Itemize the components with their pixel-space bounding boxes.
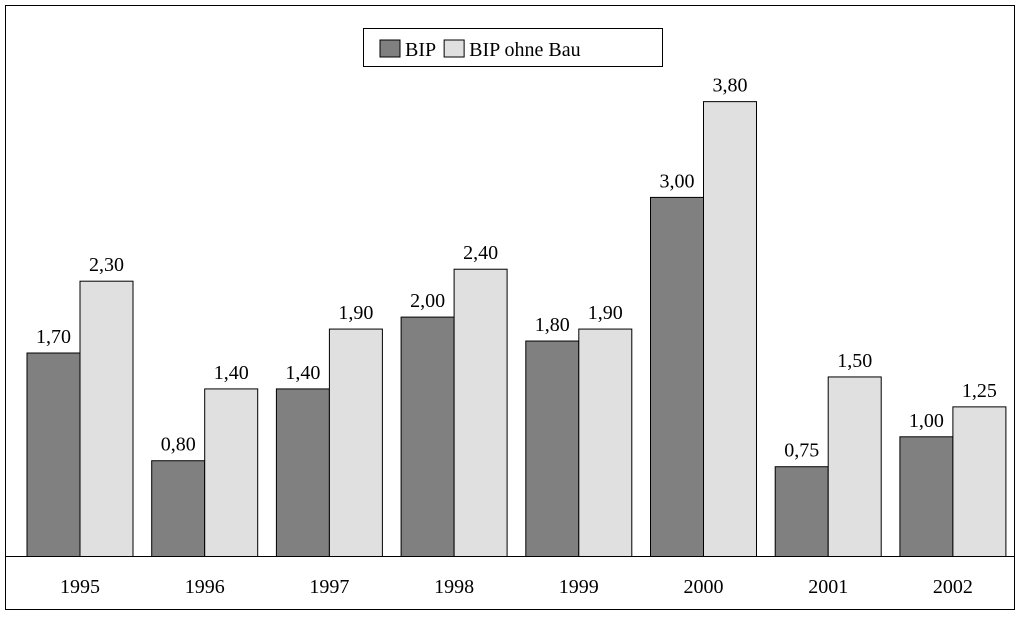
legend-box: [363, 28, 663, 67]
value-label: 3,00: [660, 170, 695, 192]
value-label: 1,25: [962, 380, 997, 402]
legend-label: BIP ohne Bau: [469, 39, 580, 61]
value-label: 3,80: [713, 75, 748, 97]
bar: [79, 280, 134, 557]
bar: [26, 352, 81, 558]
value-label: 1,00: [909, 410, 944, 432]
value-label: 2,00: [410, 290, 445, 312]
value-label: 1,90: [588, 302, 623, 324]
bar: [400, 316, 455, 557]
bar: [204, 388, 259, 558]
bar: [453, 268, 508, 557]
value-label: 1,80: [535, 314, 570, 336]
x-tick-label: 2000: [684, 576, 724, 598]
bar: [827, 376, 882, 558]
x-tick-label: 1998: [434, 576, 474, 598]
value-label: 0,75: [784, 440, 819, 462]
value-label: 1,50: [837, 350, 872, 372]
value-label: 1,90: [338, 302, 373, 324]
x-tick-label: 2002: [933, 576, 973, 598]
bar: [703, 101, 757, 557]
value-label: 1,40: [285, 362, 320, 384]
value-label: 0,80: [161, 434, 196, 456]
bar: [525, 340, 580, 558]
bar: [650, 196, 704, 557]
value-label: 2,40: [463, 242, 498, 264]
bar: [275, 388, 330, 558]
value-label: 1,70: [36, 326, 71, 348]
bar: [578, 328, 633, 557]
value-label: 2,30: [89, 254, 124, 276]
bar: [328, 328, 383, 557]
bar: [899, 436, 954, 557]
bar: [774, 466, 829, 558]
x-tick-label: 1997: [309, 576, 349, 598]
legend-swatch: [443, 39, 465, 58]
legend-swatch: [379, 39, 401, 58]
x-tick-label: 1995: [60, 576, 100, 598]
legend-label: BIP: [405, 39, 436, 61]
bar: [952, 406, 1007, 557]
bar: [151, 460, 206, 557]
x-tick-label: 1996: [185, 576, 225, 598]
x-tick-label: 1999: [559, 576, 599, 598]
value-label: 1,40: [214, 362, 249, 384]
x-tick-label: 2001: [808, 576, 848, 598]
